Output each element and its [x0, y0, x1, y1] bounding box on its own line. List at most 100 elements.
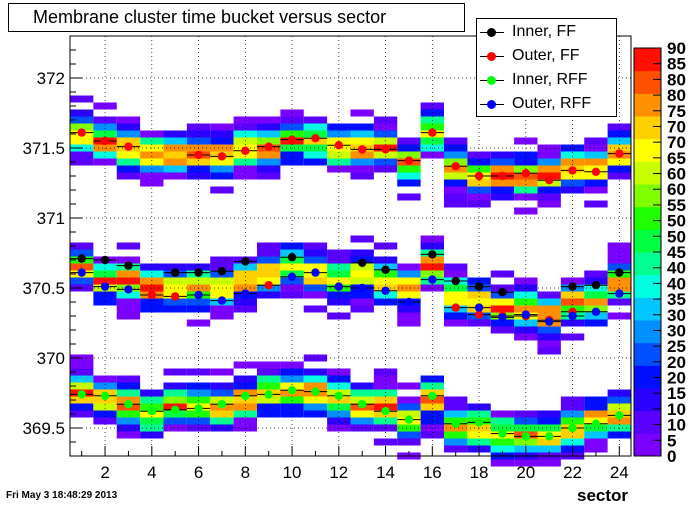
- heatmap-cell: [303, 305, 328, 313]
- colorbar-tick-label: 10: [667, 416, 686, 435]
- heatmap-cell: [327, 158, 351, 166]
- heatmap-cell: [116, 151, 141, 159]
- heatmap-cell: [233, 158, 257, 166]
- heatmap-cell: [257, 249, 281, 257]
- heatmap-cell: [163, 417, 187, 425]
- heatmap-cell: [140, 270, 164, 278]
- heatmap-cell: [163, 298, 187, 306]
- data-point: [357, 145, 367, 154]
- heatmap-cell: [70, 242, 94, 250]
- heatmap-cell: [186, 319, 211, 327]
- heatmap-cell: [327, 382, 351, 390]
- heatmap-cell: [537, 200, 561, 208]
- heatmap-cell: [537, 312, 561, 320]
- heatmap-cell: [303, 263, 328, 271]
- heatmap-cell: [467, 151, 491, 159]
- heatmap-cell: [490, 326, 515, 334]
- heatmap-cell: [116, 410, 141, 418]
- heatmap-cell: [490, 410, 515, 418]
- data-point: [568, 166, 577, 175]
- x-tick-label: 2: [100, 463, 109, 482]
- data-point: [615, 268, 624, 277]
- heatmap-cell: [584, 298, 608, 306]
- heatmap-cell: [350, 396, 374, 404]
- colorbar-tick-label: 60: [667, 180, 686, 199]
- heatmap-cell: [93, 130, 117, 138]
- x-axis-label: sector: [577, 486, 629, 505]
- heatmap-cell: [303, 368, 328, 376]
- colorbar-tick-label: 65: [667, 149, 686, 168]
- heatmap-cell: [420, 431, 444, 439]
- data-point: [615, 289, 624, 298]
- heatmap-cell: [444, 445, 468, 453]
- data-point: [474, 171, 484, 181]
- heatmap-cell: [514, 459, 538, 467]
- heatmap-cell: [70, 137, 94, 145]
- heatmap-cell: [397, 179, 421, 187]
- data-point: [311, 134, 320, 143]
- colorbar-segment: [634, 342, 661, 366]
- heatmap-cell: [210, 424, 234, 432]
- heatmap-cell: [233, 382, 257, 390]
- colorbar-tick-label: 55: [667, 196, 686, 215]
- legend-marker: [487, 52, 496, 61]
- heatmap-cell: [350, 158, 374, 166]
- heatmap-cell: [444, 410, 468, 418]
- x-tick-label: 8: [241, 463, 250, 482]
- heatmap-cell: [163, 284, 187, 292]
- data-point: [591, 307, 601, 316]
- heatmap-cell: [280, 403, 304, 411]
- heatmap-cell: [397, 144, 421, 152]
- data-point: [474, 282, 484, 291]
- heatmap-cell: [537, 158, 561, 166]
- data-point: [217, 296, 227, 305]
- heatmap-cell: [490, 179, 515, 187]
- heatmap-cell: [140, 403, 164, 411]
- heatmap-cell: [397, 151, 421, 159]
- heatmap-cell: [257, 256, 281, 264]
- heatmap-cell: [607, 242, 631, 250]
- heatmap-cell: [467, 291, 491, 299]
- heatmap-cell: [210, 389, 234, 397]
- heatmap-cell: [490, 270, 515, 278]
- data-point: [428, 128, 437, 137]
- heatmap-cell: [233, 270, 257, 278]
- heatmap-cell: [444, 312, 468, 320]
- heatmap-cell: [70, 123, 94, 131]
- data-point: [77, 128, 86, 137]
- heatmap-cell: [210, 277, 234, 285]
- heatmap-cell: [327, 151, 351, 159]
- heatmap-cell: [93, 410, 117, 418]
- heatmap-cell: [233, 298, 257, 306]
- heatmap-cell: [140, 151, 164, 159]
- x-tick-label: 4: [147, 463, 156, 482]
- data-point: [404, 156, 414, 165]
- legend-marker: [487, 76, 496, 85]
- heatmap-cell: [444, 431, 468, 439]
- colorbar-segment: [634, 138, 661, 162]
- heatmap-cell: [444, 151, 468, 159]
- heatmap-cell: [350, 417, 374, 425]
- heatmap-cell: [397, 284, 421, 292]
- data-point: [124, 285, 133, 294]
- data-point: [311, 387, 320, 396]
- heatmap-cell: [116, 123, 141, 131]
- data-point: [264, 142, 273, 151]
- heatmap-cell: [560, 319, 585, 327]
- heatmap-cell: [210, 172, 234, 180]
- heatmap-cell: [444, 263, 468, 271]
- heatmap-cell: [420, 410, 444, 418]
- heatmap-cell: [514, 319, 538, 327]
- heatmap-cell: [584, 312, 608, 320]
- heatmap-cell: [514, 410, 538, 418]
- heatmap-cell: [397, 165, 421, 173]
- data-point: [498, 313, 507, 322]
- data-point: [241, 289, 250, 298]
- heatmap-cell: [537, 193, 561, 201]
- heatmap-cell: [163, 172, 187, 180]
- data-point: [451, 162, 460, 171]
- heatmap-cell: [116, 277, 141, 285]
- heatmap-cell: [420, 151, 444, 159]
- heatmap-cell: [444, 424, 468, 432]
- heatmap-cell: [327, 403, 351, 411]
